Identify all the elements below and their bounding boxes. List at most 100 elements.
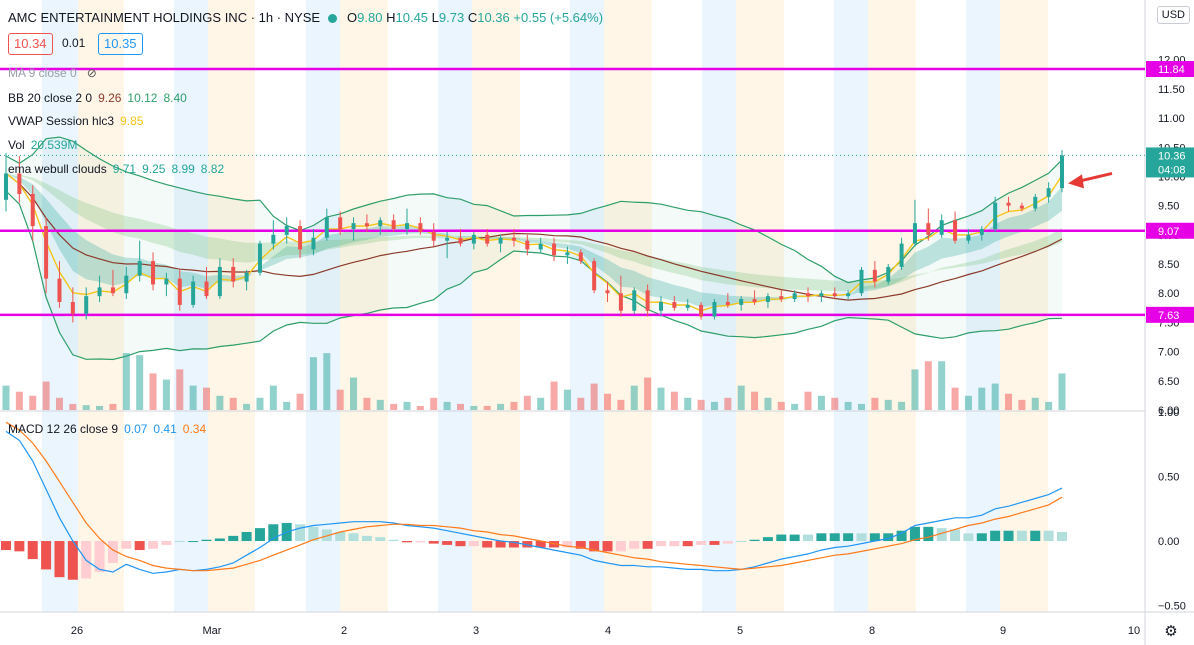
volume-bar-8 — [109, 403, 117, 410]
price-tick-label-12: 6.00 — [1158, 405, 1179, 417]
legend-ema[interactable]: ema webull clouds 9.71 9.25 8.99 8.82 — [8, 162, 224, 176]
candle-body-42 — [565, 252, 570, 256]
legend-vwap[interactable]: VWAP Session hlc3 9.85 — [8, 114, 143, 128]
volume-bar-40 — [537, 397, 545, 410]
volume-bar-38 — [510, 401, 518, 410]
candle-body-24 — [324, 217, 329, 238]
bollinger-upper-line — [5, 136, 1063, 284]
candle-body-7 — [97, 287, 102, 297]
candle-body-10 — [137, 261, 142, 276]
macd-histogram-bar-43 — [575, 541, 586, 549]
macd-histogram-bar-44 — [589, 541, 600, 552]
candle-body-68 — [912, 223, 917, 244]
candle-body-6 — [84, 296, 89, 314]
candle-body-32 — [431, 231, 436, 241]
candle-body-20 — [271, 234, 276, 244]
time-tick-label-6: 8 — [869, 625, 875, 637]
macd-histogram-bar-73 — [976, 533, 987, 542]
candle-body-48 — [645, 290, 650, 311]
low-value: 9.73 — [438, 10, 465, 25]
time-tick-label-0: 26 — [71, 625, 83, 637]
candle-body-77 — [1033, 196, 1038, 209]
hline-price-label-0: 11.84 — [1158, 64, 1185, 76]
open-value: 9.80 — [357, 10, 383, 25]
spread-value: 0.01 — [62, 36, 86, 50]
candle-body-69 — [926, 223, 931, 235]
volume-bar-42 — [563, 389, 571, 410]
candle-body-5 — [70, 301, 75, 314]
currency-label[interactable]: USD — [1156, 6, 1190, 24]
legend-bb[interactable]: BB 20 close 2 0 9.26 10.12 8.40 — [8, 91, 187, 105]
price-tick-label-10: 7.00 — [1158, 347, 1179, 359]
volume-bar-67 — [898, 401, 906, 410]
volume-bar-53 — [710, 401, 718, 410]
macd-histogram-bar-33 — [442, 541, 453, 545]
volume-bar-73 — [978, 387, 986, 410]
macd-histogram-bar-10 — [134, 541, 145, 551]
eye-slash-icon[interactable]: ⊘ — [86, 66, 97, 80]
macd-histogram-bar-12 — [161, 541, 172, 545]
legend-vol-name: Vol — [8, 138, 25, 152]
last-price-tag — [1146, 147, 1194, 178]
candle-body-74 — [993, 202, 998, 229]
macd-histogram-bar-15 — [201, 539, 212, 542]
macd-histogram-bar-19 — [254, 528, 265, 542]
macd-histogram-bar-34 — [455, 541, 466, 547]
volume-bar-36 — [483, 405, 491, 410]
volume-bar-63 — [844, 401, 852, 410]
candle-body-44 — [592, 261, 597, 291]
price-tick-label-11: 6.50 — [1158, 376, 1179, 388]
macd-histogram-bar-40 — [535, 541, 546, 548]
macd-histogram-bar-69 — [923, 526, 934, 542]
macd-histogram-bar-13 — [174, 541, 185, 543]
volume-bar-59 — [791, 403, 799, 410]
macd-histogram-bar-14 — [188, 541, 199, 543]
volume-bar-2 — [29, 395, 37, 410]
candle-body-64 — [859, 269, 864, 294]
legend-ema-v3: 8.99 — [171, 162, 195, 176]
settings-gear-icon[interactable]: ⚙ — [1164, 623, 1177, 640]
macd-histogram-bar-72 — [963, 533, 974, 542]
volume-bar-74 — [991, 383, 999, 410]
legend-vwap-value: 9.85 — [120, 114, 144, 128]
candle-body-33 — [445, 237, 450, 241]
macd-histogram-bar-51 — [682, 541, 693, 547]
legend-vol[interactable]: Vol 20.539M — [8, 138, 77, 152]
macd-histogram-bar-39 — [522, 541, 533, 548]
symbol-title[interactable]: AMC ENTERTAINMENT HOLDINGS INC · 1h · NY… — [8, 10, 321, 25]
buy-price-box[interactable]: 10.35 — [98, 33, 143, 55]
volume-bar-4 — [55, 397, 63, 410]
session-band-12 — [834, 0, 868, 612]
candle-body-61 — [819, 293, 824, 297]
candle-body-65 — [872, 269, 877, 282]
candle-body-18 — [244, 272, 249, 282]
legend-ema-v4: 8.82 — [200, 162, 225, 176]
legend-ma[interactable]: MA 9 close 0 ⊘ — [8, 66, 97, 80]
volume-bar-79 — [1058, 373, 1066, 410]
legend-macd[interactable]: MACD 12 26 close 9 0.07 0.41 0.34 — [8, 422, 206, 436]
volume-bar-26 — [350, 377, 358, 410]
candle-body-13 — [177, 278, 182, 305]
candle-body-26 — [351, 223, 356, 229]
candle-body-59 — [792, 293, 797, 300]
sell-price-box[interactable]: 10.34 — [8, 33, 53, 55]
macd-histogram-bar-18 — [241, 532, 252, 542]
legend-ema-v2: 9.25 — [142, 162, 166, 176]
market-status-icon — [328, 14, 338, 23]
candle-body-40 — [538, 243, 543, 250]
volume-bar-44 — [590, 383, 598, 410]
macd-histogram-bar-4 — [54, 541, 65, 578]
macd-histogram-bar-60 — [803, 534, 814, 542]
candle-body-73 — [979, 229, 984, 235]
session-band-3 — [208, 0, 255, 612]
session-band-14 — [966, 0, 1000, 612]
price-tick-label-0: 12.00 — [1158, 55, 1186, 67]
volume-bar-14 — [189, 385, 197, 410]
session-band-11 — [736, 0, 784, 612]
price-tick-label-8: 8.00 — [1158, 288, 1179, 300]
macd-histogram-bar-47 — [629, 541, 640, 549]
macd-histogram-bar-26 — [348, 533, 359, 542]
macd-histogram-bar-16 — [214, 538, 225, 542]
legend-bb-name: BB 20 close 2 0 — [8, 91, 93, 105]
